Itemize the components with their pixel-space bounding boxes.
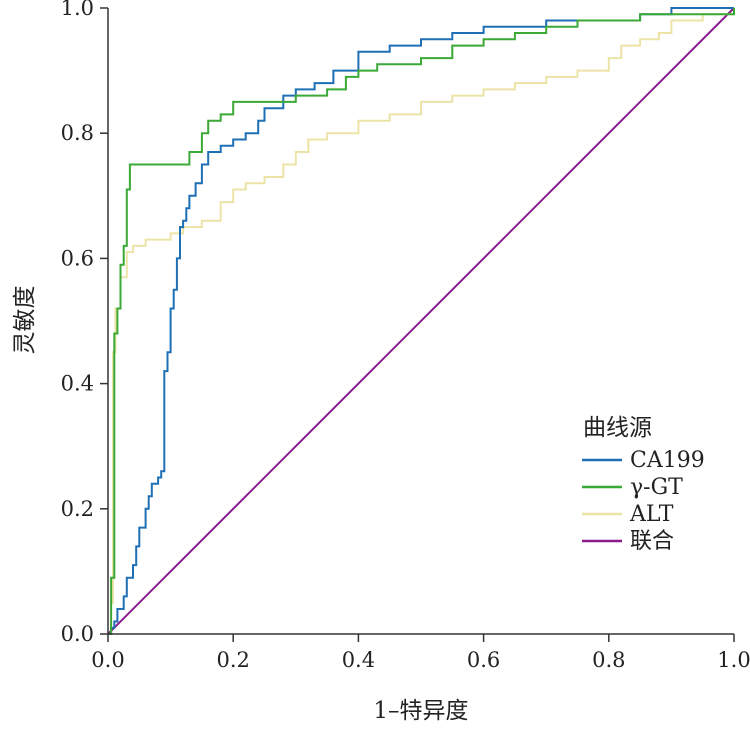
legend-title: 曲线源 bbox=[583, 415, 652, 441]
series-layer bbox=[107, 7, 735, 635]
x-tick-label: 1.0 bbox=[717, 648, 750, 672]
legend-label: CA199 bbox=[630, 448, 705, 473]
x-tick-label: 0.4 bbox=[342, 648, 375, 672]
x-tick-label: 0.6 bbox=[467, 648, 500, 672]
legend-label: 联合 bbox=[630, 529, 674, 554]
x-axis-title: 1–特异度 bbox=[373, 698, 468, 724]
x-tick-label: 0.2 bbox=[216, 648, 249, 672]
series-line-γ-GT bbox=[108, 8, 735, 635]
y-axis-title: 灵敏度 bbox=[12, 286, 38, 355]
series-line-ALT bbox=[108, 8, 735, 635]
x-tick-label: 0.8 bbox=[592, 648, 625, 672]
ticks-layer: 0.0 0.2 0.4 0.6 0.8 1.0 0.0 0.2 0.4 0.6 0.8 1.0 bbox=[61, 0, 750, 672]
y-tick-label: 0.4 bbox=[61, 372, 94, 396]
x-tick-label: 0.0 bbox=[91, 648, 124, 672]
series-line-CA199 bbox=[108, 7, 734, 635]
y-tick-label: 0.6 bbox=[61, 246, 94, 270]
legend-label: ALT bbox=[629, 502, 674, 527]
y-tick-label: 1.0 bbox=[61, 0, 94, 20]
legend-label: γ-GT bbox=[630, 475, 683, 500]
series-line-联合 bbox=[107, 7, 735, 635]
y-tick-label: 0.2 bbox=[61, 497, 94, 521]
y-tick-label: 0.8 bbox=[61, 121, 94, 145]
y-tick-label: 0.0 bbox=[61, 622, 94, 646]
